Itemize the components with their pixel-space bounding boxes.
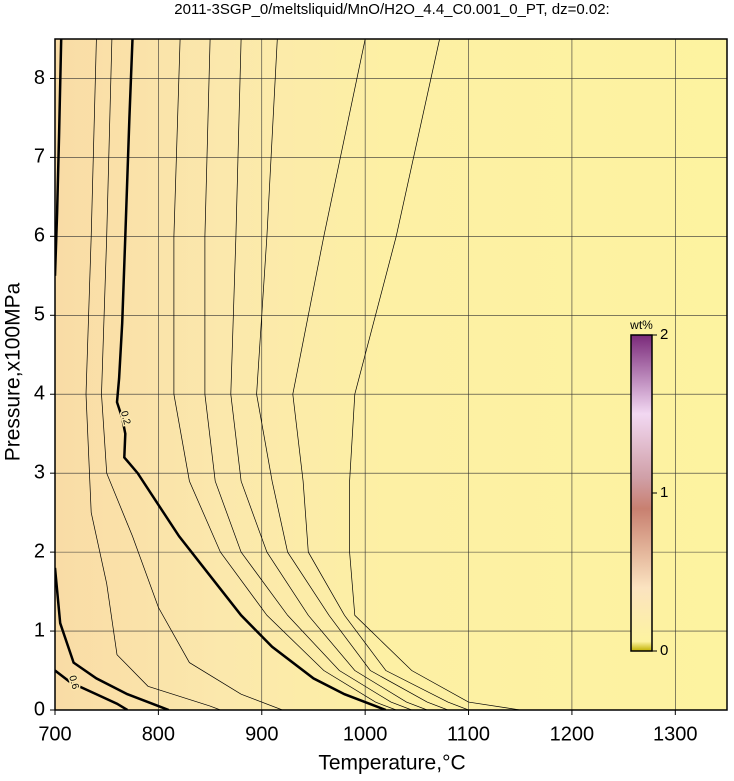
contour-line <box>292 39 469 710</box>
y-tick-label: 6 <box>34 225 45 247</box>
contour-line <box>173 39 397 710</box>
y-axis-label: Pressure,x100MPa <box>2 282 25 461</box>
contour-line <box>115 39 387 710</box>
x-tick-label: 1000 <box>343 723 388 745</box>
colorbar-tick-label: 2 <box>660 326 668 343</box>
contour-line <box>55 669 129 710</box>
contour-line <box>230 39 428 710</box>
y-tick-label: 8 <box>34 67 45 89</box>
colorbar-tick-label: 1 <box>660 484 668 501</box>
colorbar-tick-label: 0 <box>660 642 668 659</box>
y-tick-label: 1 <box>34 619 45 641</box>
contour-line <box>256 39 449 710</box>
y-tick-label: 3 <box>34 461 45 483</box>
y-tick-label: 5 <box>34 304 45 326</box>
x-tick-label: 900 <box>245 723 278 745</box>
chart-title: 2011-3SGP_0/meltsliquid/MnO/H2O_4.4_C0.0… <box>174 1 609 18</box>
plot-background <box>55 39 727 710</box>
y-tick-label: 7 <box>34 146 45 168</box>
x-tick-label: 1100 <box>447 723 490 745</box>
x-tick-label: 1300 <box>653 723 698 745</box>
y-tick-label: 4 <box>34 383 45 405</box>
contour-label: 0.2 <box>118 410 132 427</box>
y-tick-label: 2 <box>34 540 45 562</box>
x-tick-label: 700 <box>38 723 71 745</box>
contour-label: 0.6 <box>66 674 80 691</box>
contour-line <box>85 39 221 710</box>
x-tick-label: 800 <box>142 723 175 745</box>
colorbar-label: wt% <box>629 318 653 332</box>
contour-line <box>55 39 170 710</box>
x-axis-label: Temperature,°C <box>318 752 465 775</box>
contour-line <box>204 39 412 710</box>
plot-frame <box>54 38 728 711</box>
y-tick-label: 0 <box>34 698 45 720</box>
x-tick-label: 1200 <box>550 723 595 745</box>
colorbar <box>630 334 653 652</box>
contour-line <box>101 39 283 710</box>
contour-line <box>349 39 521 710</box>
